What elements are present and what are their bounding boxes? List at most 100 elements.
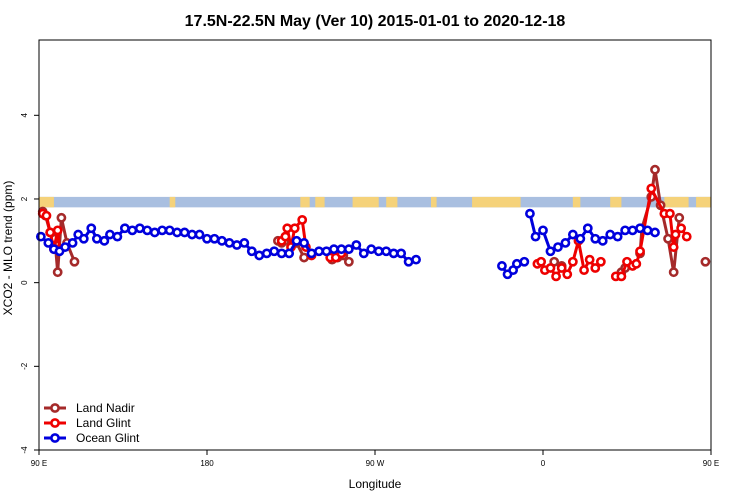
data-point (67, 238, 78, 248)
data-point (297, 214, 308, 225)
data-point (530, 231, 541, 242)
legend-item: Land Nadir (44, 401, 135, 415)
y-tick-label: -2 (20, 362, 29, 370)
data-point (179, 227, 190, 238)
data-point (646, 183, 657, 194)
data-point (105, 229, 115, 240)
data-point (164, 225, 175, 236)
data-point (358, 248, 369, 259)
data-point (343, 244, 354, 255)
data-point (396, 248, 407, 259)
x-tick-label: 90 W (366, 459, 385, 468)
land-band-segment (572, 196, 581, 208)
data-point (86, 223, 97, 234)
data-point (202, 233, 212, 244)
data-point (149, 227, 160, 238)
legend-label: Land Glint (76, 416, 131, 430)
data-point (595, 256, 606, 267)
series-ocean-glint (35, 208, 660, 280)
data-point (299, 252, 309, 263)
land-band-segment (431, 196, 437, 208)
data-point (650, 227, 660, 238)
data-point (217, 235, 227, 246)
data-point (663, 233, 673, 244)
data-point (665, 208, 675, 219)
data-point (635, 223, 645, 234)
data-point (366, 244, 377, 255)
x-axis-label: Longitude (349, 477, 402, 491)
land-band-segment (664, 196, 689, 208)
data-point (78, 233, 89, 244)
data-point (597, 235, 608, 246)
data-point (590, 263, 601, 273)
y-tick-label: 2 (20, 196, 29, 201)
data-point (562, 269, 573, 280)
x-tick-label: 90 E (31, 459, 47, 468)
data-point (52, 225, 63, 236)
data-point (56, 212, 67, 223)
data-point (142, 225, 153, 236)
land-band-segment (472, 196, 521, 208)
land-band-segment (300, 196, 310, 208)
data-point (538, 225, 548, 236)
data-point (681, 231, 692, 242)
data-point (635, 246, 645, 257)
data-point (536, 256, 547, 267)
data-point (329, 244, 339, 255)
data-point (45, 227, 56, 238)
data-point (351, 240, 362, 250)
data-point (43, 238, 54, 248)
data-point (620, 225, 631, 236)
y-axis: -4 -2 0 2 4 (20, 113, 39, 454)
land-band-segment (315, 196, 325, 208)
series-layer (35, 164, 711, 282)
data-point (194, 229, 205, 240)
land-ocean-band (39, 196, 711, 208)
legend-marker (50, 418, 60, 428)
data-point (269, 246, 280, 257)
data-point (343, 256, 354, 267)
data-point (35, 231, 46, 242)
data-point (650, 164, 660, 175)
data-point (612, 231, 623, 242)
land-band-segment (169, 196, 176, 208)
data-point (631, 258, 642, 269)
data-point (282, 223, 293, 234)
data-point (605, 229, 616, 240)
data-point (545, 263, 556, 273)
data-point (511, 258, 522, 269)
x-tick-label: 0 (541, 459, 546, 468)
data-point (519, 256, 530, 267)
data-point (642, 225, 653, 236)
data-point (291, 235, 302, 246)
data-point (261, 248, 272, 259)
legend-item: Land Glint (44, 416, 131, 430)
legend-marker (50, 403, 60, 413)
data-point (134, 223, 145, 234)
legend-label: Ocean Glint (76, 431, 140, 445)
data-point (284, 248, 295, 259)
data-point (314, 246, 324, 257)
data-point (700, 256, 711, 267)
data-point (627, 225, 638, 236)
data-point (551, 271, 561, 282)
data-point (584, 254, 595, 265)
data-point (60, 242, 71, 252)
data-point (381, 246, 392, 257)
y-axis-label: XCO2 - MLO trend (ppm) (1, 181, 15, 316)
legend-marker (50, 433, 60, 443)
x-axis: 90 E 180 90 W 0 90 E (31, 450, 719, 468)
land-band-segment (39, 196, 54, 208)
data-point (321, 246, 332, 257)
x-tick-label: 180 (200, 459, 214, 468)
data-point (99, 235, 110, 246)
data-point (590, 233, 601, 244)
data-point (497, 261, 507, 271)
data-point (388, 248, 399, 259)
data-point (411, 254, 421, 265)
data-point (579, 265, 589, 276)
data-point (336, 244, 347, 255)
data-point (209, 233, 220, 244)
plot-frame (38, 39, 712, 451)
